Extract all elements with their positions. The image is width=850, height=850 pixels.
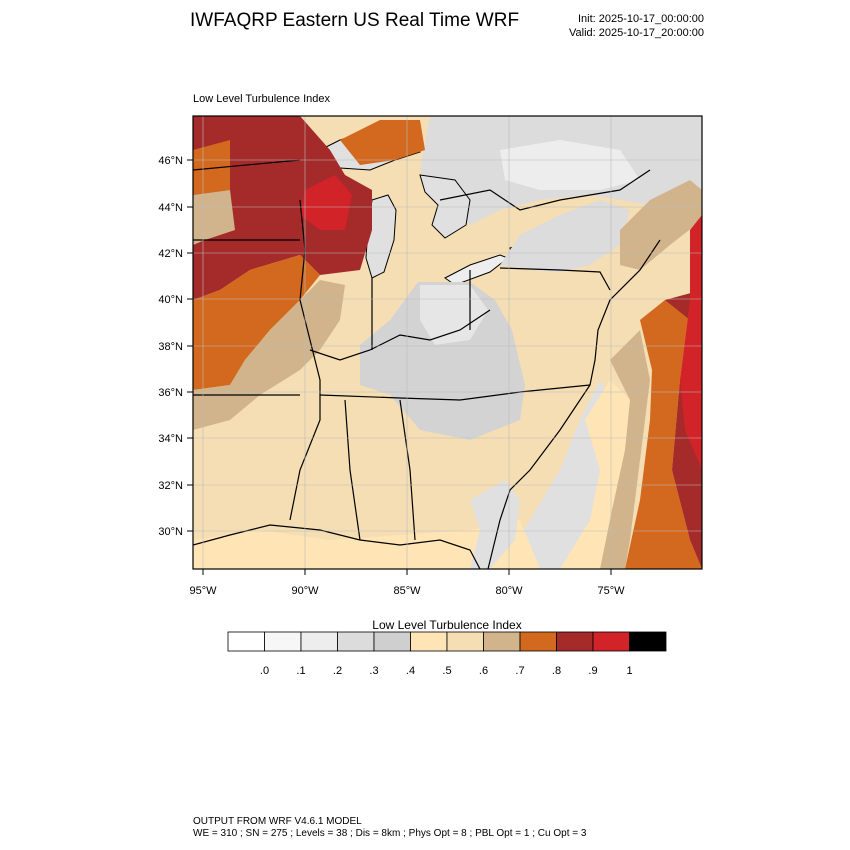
- lat-label: 38°N: [158, 341, 183, 353]
- colorbar-tick-label: .9: [588, 665, 597, 677]
- footer-config: WE = 310 ; SN = 275 ; Levels = 38 ; Dis …: [193, 828, 587, 839]
- colorbar-swatch: [300, 631, 338, 652]
- colorbar-swatch: [410, 631, 448, 652]
- field-tan-belt: [193, 280, 345, 430]
- colorbar-swatch: [519, 631, 557, 652]
- colorbar-tick-label: .0: [260, 665, 269, 677]
- field-lightgrey-ohio: [420, 285, 488, 345]
- lat-label: 40°N: [158, 294, 183, 306]
- colorbar-swatch: [337, 631, 375, 652]
- field-tan-nw: [193, 190, 235, 245]
- colorbar-swatch: [227, 631, 265, 652]
- lon-label: 90°W: [291, 585, 319, 597]
- colorbar-tick-label: .1: [296, 665, 305, 677]
- colorbar-swatch: [446, 631, 484, 652]
- colorbar-tick-label: .2: [333, 665, 342, 677]
- lat-label: 46°N: [158, 155, 183, 167]
- lon-label: 85°W: [393, 585, 421, 597]
- valid-time: Valid: 2025-10-17_20:00:00: [569, 27, 704, 39]
- border-al-ga: [399, 399, 416, 541]
- colorbar-title: Low Level Turbulence Index: [372, 618, 522, 632]
- lat-label: 32°N: [158, 480, 183, 492]
- lake-huron: [419, 174, 471, 239]
- lat-label: 42°N: [158, 248, 183, 260]
- colorbar-swatch: [373, 631, 411, 652]
- field-ocean-red: [680, 215, 702, 470]
- lon-label: 95°W: [189, 585, 217, 597]
- border-ny-pa: [499, 267, 611, 291]
- field-gulf-wheat: [193, 520, 540, 569]
- border-mississippi: [289, 199, 321, 521]
- colorbar-swatch: [556, 631, 594, 652]
- field-orange-superior: [340, 120, 425, 165]
- coastline-east: [487, 239, 661, 569]
- colorbar-tick-label: .7: [515, 665, 524, 677]
- field-label: Low Level Turbulence Index: [193, 93, 330, 105]
- field-ocean-wheat: [560, 380, 630, 569]
- lat-label: 36°N: [158, 387, 183, 399]
- footer-model: OUTPUT FROM WRF V4.6.1 MODEL: [193, 816, 362, 827]
- colorbar-tick-label: .5: [442, 665, 451, 677]
- field-ocean-orange: [625, 300, 702, 569]
- field-ocean-tan: [600, 330, 650, 569]
- border-ga-al: [344, 399, 361, 541]
- colorbar-tick-label: 1: [626, 665, 632, 677]
- colorbar-swatch: [264, 631, 302, 652]
- field-orange-north: [193, 140, 230, 195]
- field-orange-plains: [193, 255, 320, 390]
- field-tan-newengland: [620, 180, 702, 270]
- lon-label: 80°W: [495, 585, 523, 597]
- state-boundaries: [193, 159, 661, 569]
- colorbar-swatch: [629, 631, 667, 652]
- field-darkred-midwest: [193, 116, 372, 300]
- tick-marks: [187, 159, 612, 575]
- colorbar-tick-label: .4: [406, 665, 415, 677]
- border-canada: [193, 159, 651, 211]
- field-lightgrey-north: [500, 140, 640, 190]
- map-frame: [192, 115, 703, 570]
- field-red-wisconsin: [300, 175, 352, 230]
- colorbar-tick-label: .8: [552, 665, 561, 677]
- field-grey-ny: [500, 200, 630, 272]
- colorbar-swatch: [483, 631, 521, 652]
- lat-label: 30°N: [158, 526, 183, 538]
- border-tn-nc: [319, 384, 591, 401]
- colorbar-swatch: [592, 631, 630, 652]
- colorbar-tick-label: .3: [369, 665, 378, 677]
- lat-label: 34°N: [158, 433, 183, 445]
- init-time: Init: 2025-10-17_00:00:00: [578, 13, 704, 25]
- border-ohio-river: [309, 309, 491, 361]
- lon-label: 75°W: [597, 585, 625, 597]
- field-gulf-grey: [470, 480, 520, 569]
- colorbar: .0 .1 .2 .3 .4 .5 .6 .7 .8 .9 1: [227, 631, 667, 677]
- turbulence-field: [193, 116, 702, 569]
- plot-title: IWFAQRP Eastern US Real Time WRF: [190, 10, 520, 31]
- graticule: [193, 116, 702, 569]
- field-grey-ohio: [360, 282, 525, 440]
- colorbar-tick-label: .6: [479, 665, 488, 677]
- lat-label: 44°N: [158, 202, 183, 214]
